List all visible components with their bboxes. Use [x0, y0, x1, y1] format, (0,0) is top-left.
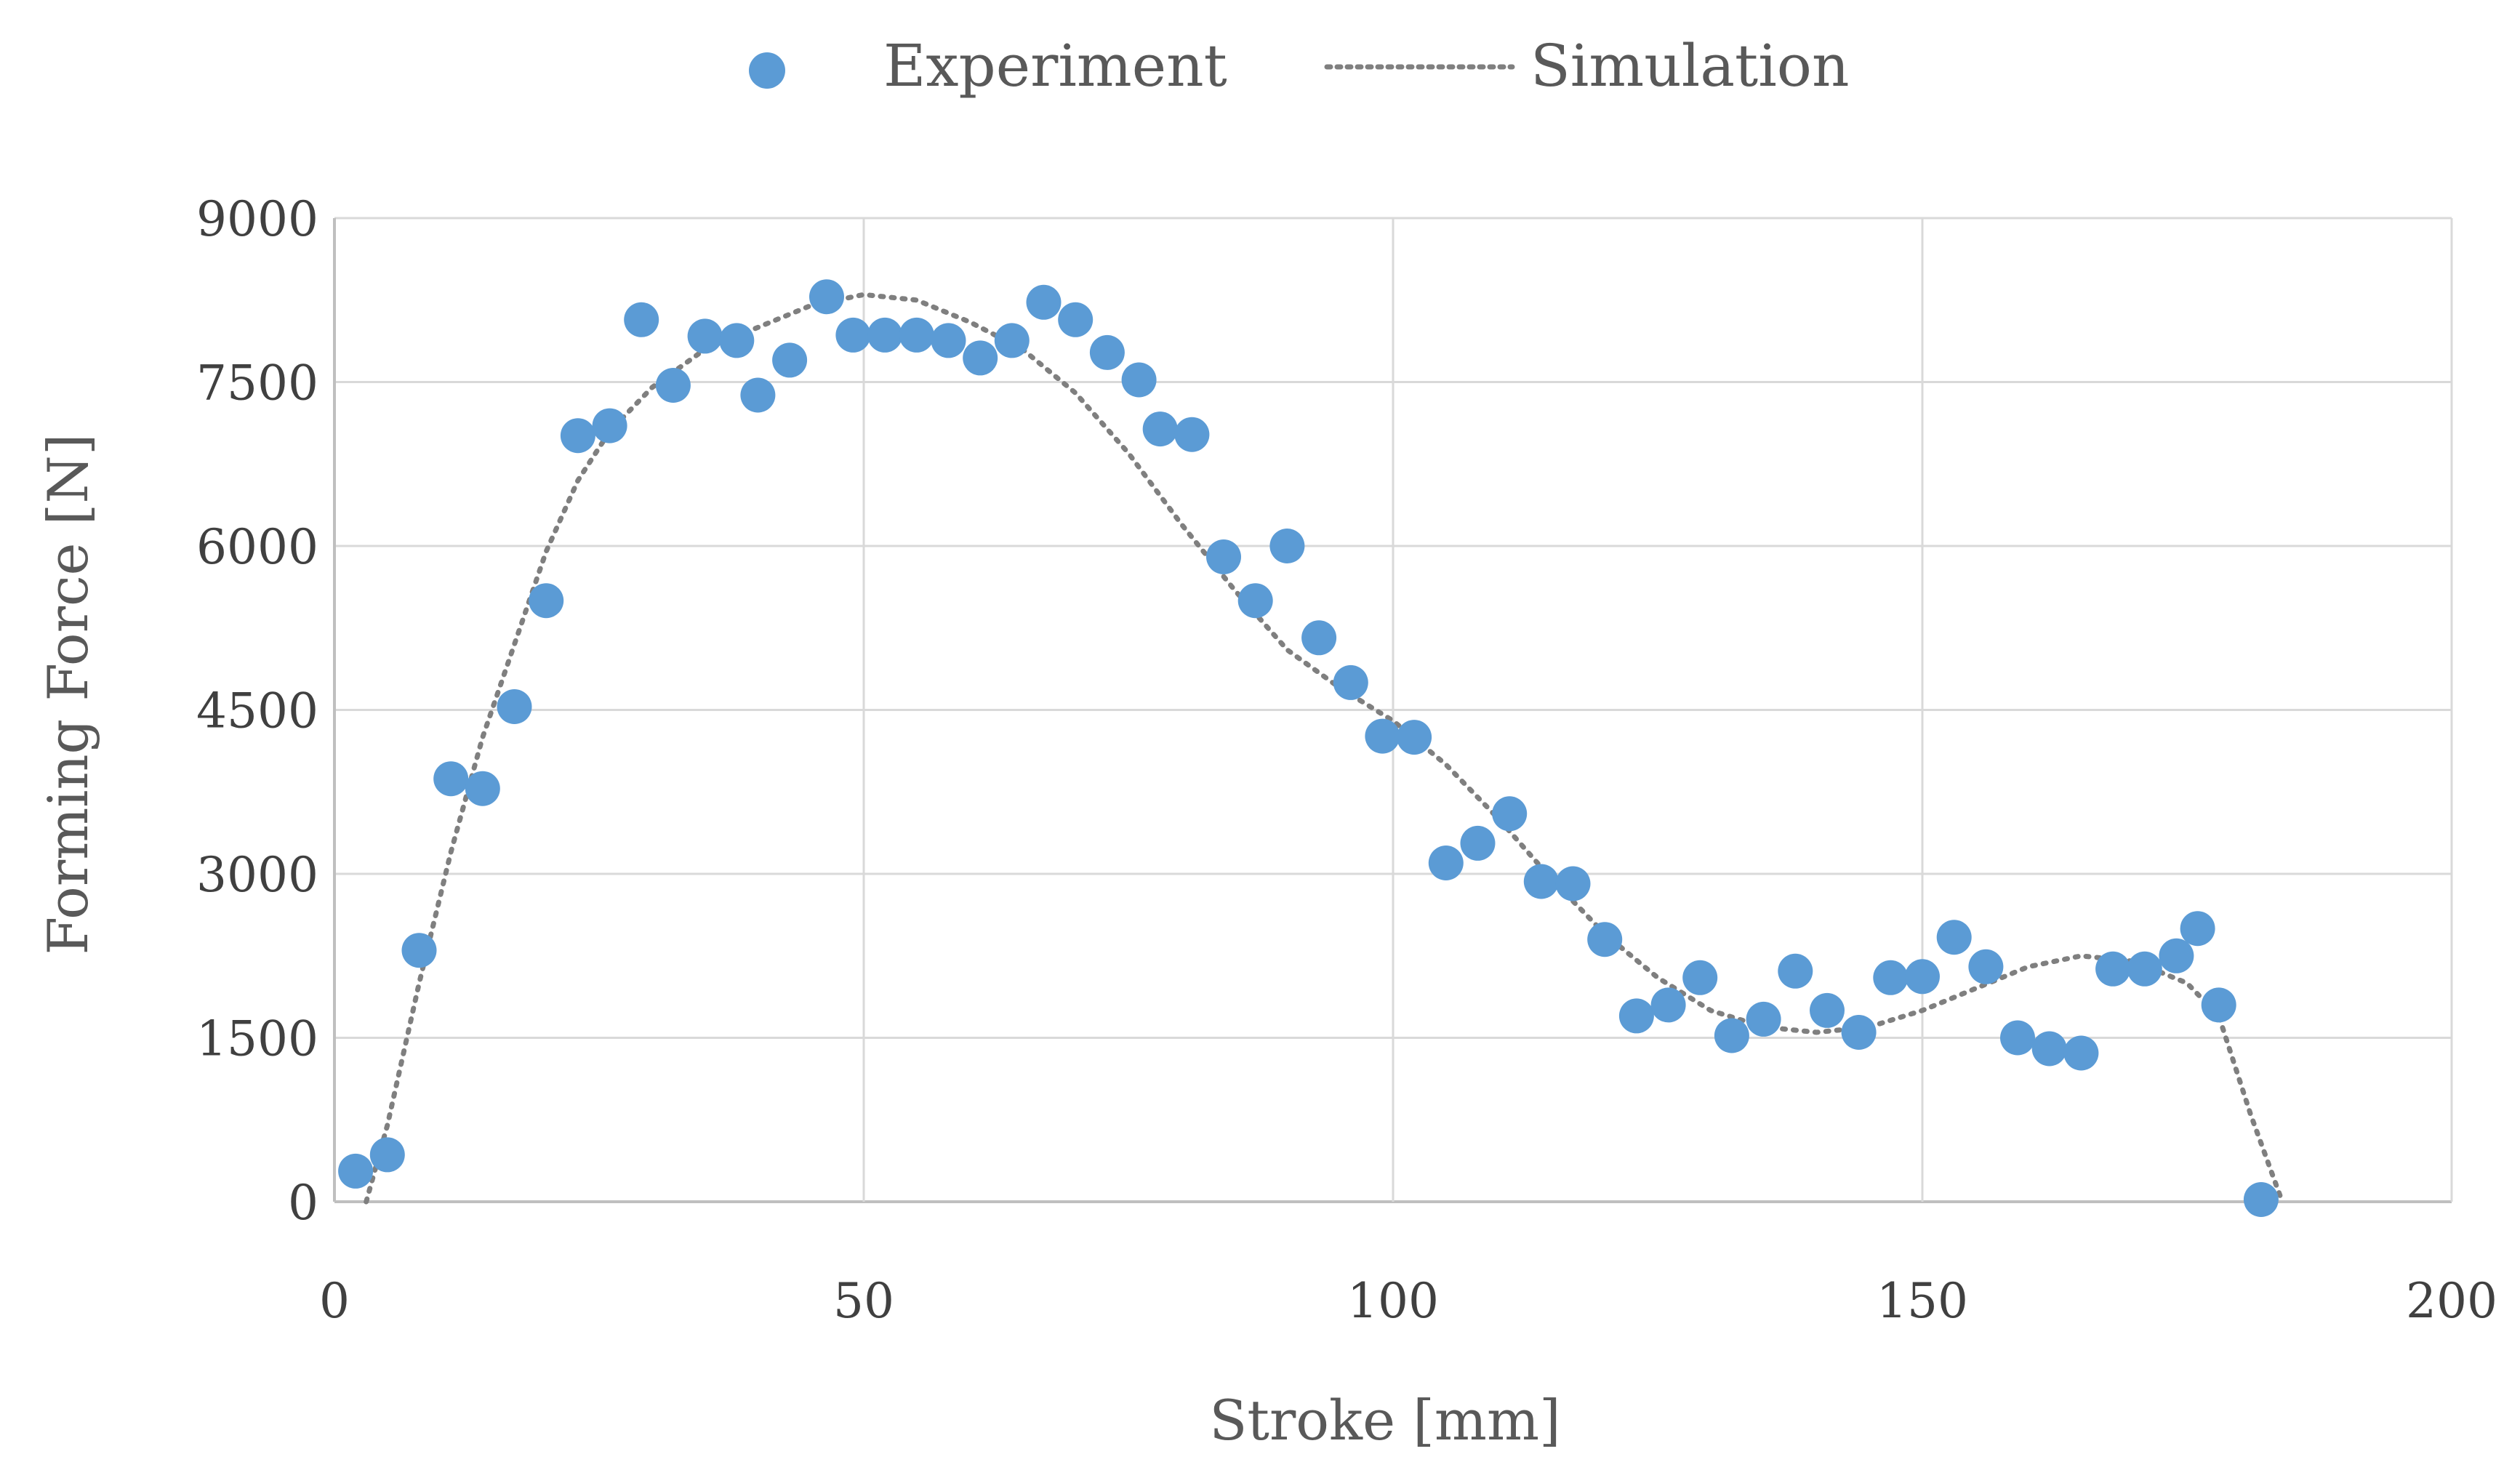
- experiment-point: [2180, 911, 2215, 947]
- legend: Experiment Simulation: [749, 32, 1849, 100]
- experiment-point: [867, 317, 903, 353]
- experiment-point: [1121, 362, 1157, 398]
- experiment-point: [809, 279, 844, 315]
- experiment-point: [1058, 302, 1094, 337]
- experiment-point: [1618, 998, 1654, 1034]
- experiment-point: [1936, 920, 1972, 955]
- experiment-point: [899, 317, 934, 353]
- experiment-point: [1269, 529, 1305, 563]
- y-tick-label: 3000: [196, 847, 318, 903]
- experiment-point: [1333, 664, 1368, 700]
- experiment-point: [931, 323, 966, 358]
- experiment-point: [994, 323, 1030, 358]
- experiment-point: [1428, 846, 1464, 880]
- legend-label-simulation: Simulation: [1530, 32, 1849, 100]
- experiment-point: [1810, 992, 1845, 1028]
- experiment-point: [1237, 583, 1273, 619]
- simulation-series: [364, 292, 2285, 1205]
- experiment-point: [740, 377, 776, 413]
- experiment-point: [369, 1137, 405, 1173]
- y-tick-label: 9000: [196, 191, 318, 247]
- experiment-point: [1365, 718, 1400, 754]
- experiment-point: [1714, 1018, 1749, 1053]
- experiment-point: [963, 340, 998, 376]
- experiment-point: [1301, 620, 1337, 656]
- experiment-point: [401, 933, 437, 968]
- experiment-point: [1142, 411, 1178, 447]
- y-tick-label: 0: [288, 1175, 318, 1231]
- experiment-point: [1587, 922, 1623, 957]
- simulation-line: [364, 292, 2285, 1205]
- x-tick-label: 150: [1877, 1273, 1968, 1329]
- experiment-point: [338, 1153, 374, 1189]
- experiment-point: [1778, 953, 1813, 989]
- experiment-point: [560, 418, 595, 454]
- experiment-point: [529, 583, 564, 619]
- experiment-point: [2243, 1182, 2279, 1217]
- x-tick-label: 0: [319, 1273, 350, 1329]
- experiment-point: [1555, 866, 1591, 901]
- experiment-point: [687, 318, 723, 354]
- experiment-point: [2063, 1035, 2099, 1071]
- experiment-point: [1206, 539, 1241, 574]
- x-tick-label: 100: [1347, 1273, 1439, 1329]
- experiment-point: [1841, 1015, 1877, 1050]
- x-tick-label: 200: [2406, 1273, 2497, 1329]
- experiment-point: [433, 761, 469, 797]
- experiment-point: [1460, 825, 1496, 861]
- y-tick-label: 6000: [196, 519, 318, 575]
- experiment-point: [2127, 951, 2162, 987]
- x-axis-title: Stroke [mm]: [1209, 1388, 1560, 1453]
- experiment-point: [497, 689, 532, 724]
- experiment-point: [1174, 417, 1210, 452]
- experiment-point: [835, 317, 871, 353]
- experiment-point: [1968, 949, 2004, 984]
- y-tick-label: 7500: [196, 356, 318, 411]
- y-tick-label: 4500: [196, 683, 318, 739]
- experiment-point: [655, 368, 691, 403]
- experiment-point: [772, 342, 808, 378]
- legend-marker-experiment: [749, 52, 785, 89]
- y-axis-title: Forming Force [N]: [36, 434, 100, 955]
- experiment-point: [1026, 284, 1062, 320]
- experiment-point: [2095, 951, 2131, 987]
- experiment-point: [1523, 864, 1559, 899]
- experiment-series: [338, 279, 2279, 1217]
- experiment-point: [1492, 796, 1528, 832]
- experiment-point: [1397, 720, 1432, 755]
- legend-label-experiment: Experiment: [883, 32, 1227, 100]
- experiment-point: [2000, 1020, 2035, 1056]
- x-tick-label: 50: [833, 1273, 894, 1329]
- experiment-point: [2201, 987, 2236, 1023]
- experiment-point: [1650, 987, 1686, 1023]
- y-tick-label: 1500: [196, 1011, 318, 1067]
- gridlines: [333, 217, 2453, 1203]
- x-axis-ticks: 0 50 100 150 200: [319, 1273, 2497, 1329]
- experiment-point: [2031, 1031, 2067, 1067]
- experiment-point: [624, 302, 659, 337]
- experiment-point: [2159, 938, 2194, 973]
- experiment-point: [1905, 959, 1940, 995]
- experiment-point: [592, 408, 627, 443]
- experiment-point: [1089, 334, 1125, 370]
- experiment-point: [1682, 960, 1718, 995]
- y-axis-ticks: 0 1500 3000 4500 6000 7500 9000: [196, 191, 318, 1231]
- experiment-point: [465, 771, 500, 806]
- experiment-point: [1746, 1001, 1781, 1037]
- experiment-point: [1873, 960, 1909, 995]
- experiment-point: [719, 323, 755, 358]
